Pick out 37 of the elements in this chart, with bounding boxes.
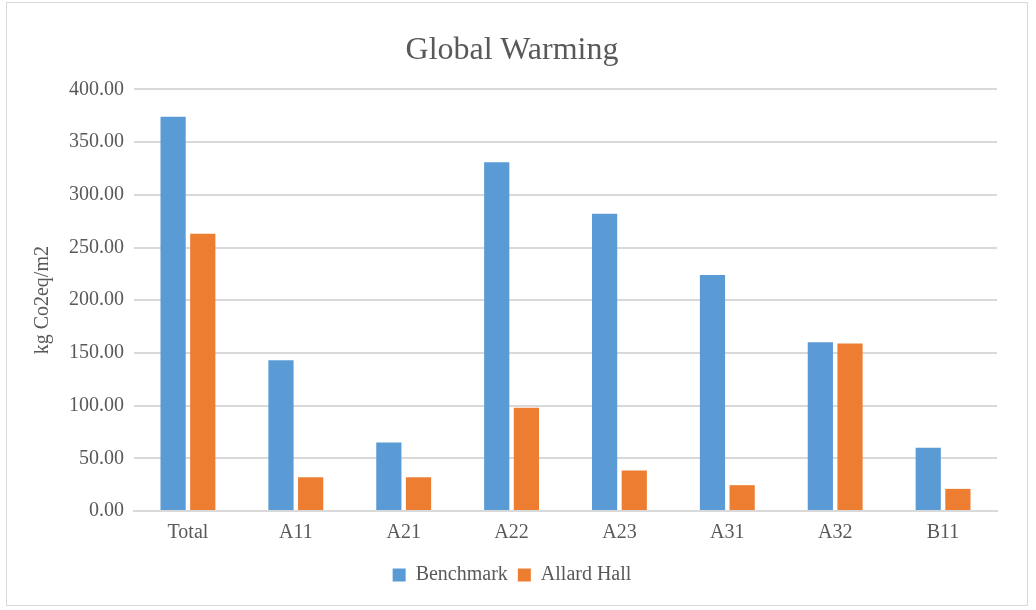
bar	[405, 477, 432, 510]
y-tick-label: 200.00	[69, 287, 124, 310]
bar	[837, 343, 863, 510]
bar	[621, 470, 647, 510]
y-tick-label: 100.00	[69, 392, 124, 415]
bar	[484, 162, 510, 510]
bar	[190, 233, 216, 510]
x-tick-label: A22	[494, 520, 529, 543]
y-tick-label: 50.00	[79, 445, 124, 468]
y-tick-label: 0.00	[89, 498, 124, 521]
bar	[160, 116, 186, 510]
x-tick-label: A21	[386, 520, 421, 543]
x-tick-label: A31	[710, 520, 745, 543]
bar	[807, 342, 833, 510]
bar	[915, 447, 941, 510]
legend-label: Allard Hall	[540, 562, 632, 585]
x-tick-label: Total	[167, 520, 209, 543]
y-tick-label: 150.00	[69, 340, 124, 363]
x-tick-label: A23	[602, 520, 637, 543]
y-tick-label: 300.00	[69, 182, 124, 205]
y-axis-title: kg Co2eq/m2	[30, 246, 54, 355]
bar	[945, 488, 971, 510]
bar	[592, 213, 618, 510]
x-tick-label: A11	[278, 520, 313, 543]
y-tick-label: 400.00	[69, 76, 124, 99]
x-tick-label: A32	[817, 520, 853, 543]
bar	[298, 477, 324, 510]
bar	[513, 407, 539, 510]
y-tick-label: 350.00	[69, 129, 124, 152]
chart-title: Global Warming	[405, 29, 619, 66]
legend-label: Benchmark	[415, 562, 508, 585]
bar	[699, 274, 726, 510]
x-tick-label: B11	[926, 520, 960, 543]
y-tick-label: 250.00	[69, 234, 124, 257]
bar	[268, 360, 294, 510]
bar	[376, 442, 402, 510]
bar	[729, 485, 755, 510]
